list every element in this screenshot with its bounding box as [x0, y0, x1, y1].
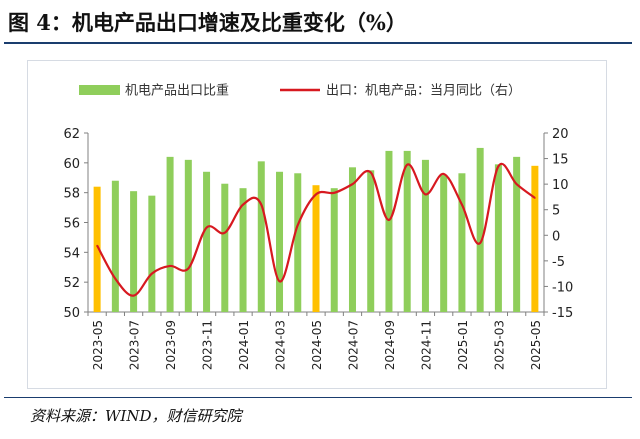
line-point [205, 226, 208, 229]
right-tick-label: 5 [552, 204, 560, 219]
bar [294, 173, 302, 312]
line-point [369, 171, 372, 174]
legend-label-bar: 机电产品出口比重 [125, 83, 229, 99]
x-tick-label: 2025-01 [456, 320, 470, 370]
line-point [515, 183, 518, 185]
bar [348, 167, 356, 312]
x-tick-label: 2024-07 [346, 320, 360, 370]
bar [312, 185, 320, 312]
line-point [260, 203, 263, 206]
bar [276, 171, 284, 312]
bar [257, 161, 265, 312]
line-point [461, 203, 463, 206]
line-point [296, 224, 299, 226]
bar [458, 173, 466, 312]
bar [531, 165, 539, 312]
right-tick-label: -5 [552, 255, 565, 270]
line-point [424, 193, 427, 196]
left-tick-label: 52 [63, 276, 80, 291]
line-point [351, 183, 354, 185]
x-tick-label: 2025-03 [492, 320, 506, 370]
x-tick-label: 2023-11 [201, 320, 215, 370]
left-tick-label: 62 [63, 127, 80, 142]
x-tick-label: 2024-03 [274, 320, 288, 370]
bar [513, 156, 521, 312]
x-tick-label: 2023-07 [128, 320, 142, 370]
line-point [442, 173, 445, 175]
left-tick-label: 60 [63, 157, 80, 172]
line-series [96, 162, 536, 297]
line-point [388, 219, 390, 221]
legend-label-line: 出口：机电产品：当月同比（右） [326, 84, 521, 99]
legend-swatch-bar [79, 85, 120, 95]
line-point [114, 277, 117, 280]
line-point [224, 231, 226, 234]
bar [93, 186, 101, 312]
line-point [242, 203, 244, 206]
left-tick-label: 54 [63, 246, 80, 261]
left-tick-label: 56 [63, 217, 80, 232]
line-point [406, 163, 409, 166]
left-tick-label: 50 [63, 306, 80, 321]
bar [130, 191, 138, 312]
bar [239, 188, 247, 312]
right-tick-label: 10 [552, 178, 569, 193]
bar [476, 147, 484, 312]
right-tick-label: -10 [552, 280, 573, 295]
line-point [315, 193, 317, 196]
x-tick-label: 2024-01 [237, 320, 251, 370]
bar [494, 164, 502, 312]
bar [111, 180, 119, 312]
line-point [169, 265, 171, 267]
left-tick-label: 58 [63, 187, 80, 202]
source-divider [4, 397, 632, 398]
x-tick-label: 2024-11 [419, 320, 433, 370]
bar [184, 159, 192, 312]
line-point [187, 267, 190, 270]
bar [166, 156, 174, 312]
bar [421, 159, 429, 312]
x-tick-label: 2025-05 [529, 320, 543, 370]
line-point [96, 244, 98, 247]
bar [385, 150, 393, 312]
bar [330, 188, 338, 312]
bar [221, 183, 229, 312]
line-point [151, 272, 153, 275]
line-point [333, 192, 336, 194]
x-tick-label: 2023-09 [164, 320, 178, 370]
title-divider [4, 42, 632, 44]
chart-svg: 机电产品出口比重 出口：机电产品：当月同比（右） 50525456586062-… [63, 83, 573, 371]
bar [367, 170, 375, 312]
bar [403, 150, 411, 312]
page-title: 图 4：机电产品出口增速及比重变化（%） [8, 10, 407, 35]
bars [93, 147, 539, 312]
bar [148, 195, 156, 312]
bar [203, 171, 211, 312]
legend: 机电产品出口比重 出口：机电产品：当月同比（右） [79, 83, 521, 99]
right-tick-label: -15 [552, 306, 573, 321]
line-point [479, 242, 481, 244]
axes: 50 52 54 56 58 60 62 -15 -10 -5 0 5 10 15 20 2023-05 202… [63, 127, 573, 370]
line-point [278, 280, 281, 283]
line-point [132, 294, 135, 297]
right-tick-label: 0 [552, 229, 560, 244]
right-tick-label: 15 [552, 153, 569, 168]
chart-frame: 机电产品出口比重 出口：机电产品：当月同比（右） 50 52 54 56 58 60 62-… [27, 60, 607, 389]
x-tick-label: 2024-05 [310, 320, 324, 370]
line-point [497, 165, 500, 168]
x-tick-label: 2023-05 [91, 320, 105, 370]
source-note: 资料来源：WIND，财信研究院 [30, 407, 242, 425]
bar [440, 174, 448, 312]
line-point [534, 197, 536, 199]
x-tick-label: 2024-09 [383, 320, 397, 370]
right-tick-label: 20 [552, 127, 569, 142]
